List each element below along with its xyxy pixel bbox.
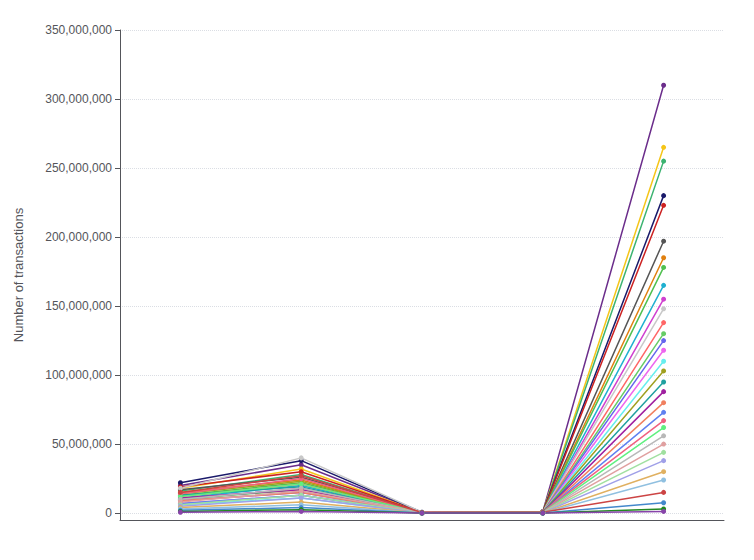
- svg-text:0: 0: [105, 506, 112, 520]
- svg-text:200,000,000: 200,000,000: [45, 230, 112, 244]
- svg-text:50,000,000: 50,000,000: [52, 437, 112, 451]
- svg-text:Number of transactions: Number of transactions: [11, 207, 26, 342]
- svg-text:350,000,000: 350,000,000: [45, 23, 112, 37]
- svg-text:300,000,000: 300,000,000: [45, 92, 112, 106]
- svg-text:250,000,000: 250,000,000: [45, 161, 112, 175]
- svg-text:150,000,000: 150,000,000: [45, 299, 112, 313]
- svg-text:100,000,000: 100,000,000: [45, 368, 112, 382]
